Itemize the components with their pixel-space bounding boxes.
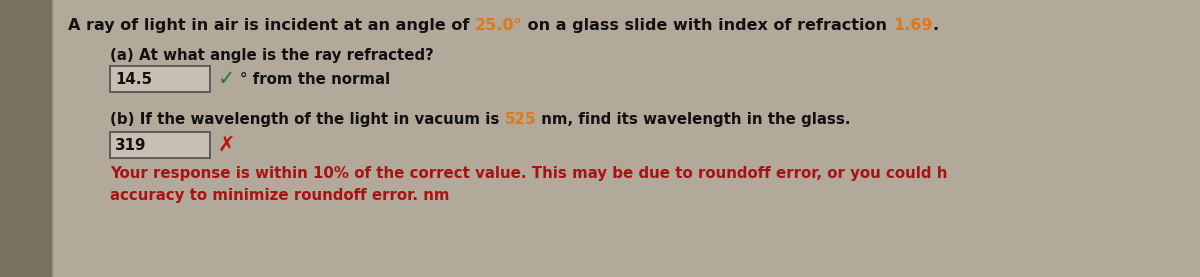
FancyBboxPatch shape: [110, 66, 210, 92]
Text: ✓: ✓: [218, 69, 235, 89]
Text: (a) At what angle is the ray refracted?: (a) At what angle is the ray refracted?: [110, 48, 433, 63]
Text: 525: 525: [505, 112, 536, 127]
Text: 14.5: 14.5: [115, 71, 152, 86]
Text: 319: 319: [115, 137, 146, 153]
Text: ° from the normal: ° from the normal: [240, 71, 390, 86]
Text: .: .: [932, 18, 938, 33]
Text: 1.69: 1.69: [893, 18, 932, 33]
Text: (b) If the wavelength of the light in vacuum is: (b) If the wavelength of the light in va…: [110, 112, 505, 127]
Bar: [0, 0, 52, 277]
Text: Your response is within 10% of the correct value. This may be due to roundoff er: Your response is within 10% of the corre…: [110, 166, 947, 181]
FancyBboxPatch shape: [110, 132, 210, 158]
Text: ✗: ✗: [218, 135, 235, 155]
Text: A ray of light in air is incident at an angle of: A ray of light in air is incident at an …: [68, 18, 475, 33]
Text: nm, find its wavelength in the glass.: nm, find its wavelength in the glass.: [536, 112, 851, 127]
Text: accuracy to minimize roundoff error. nm: accuracy to minimize roundoff error. nm: [110, 188, 450, 203]
Text: 25.0°: 25.0°: [475, 18, 522, 33]
Text: on a glass slide with index of refraction: on a glass slide with index of refractio…: [522, 18, 893, 33]
